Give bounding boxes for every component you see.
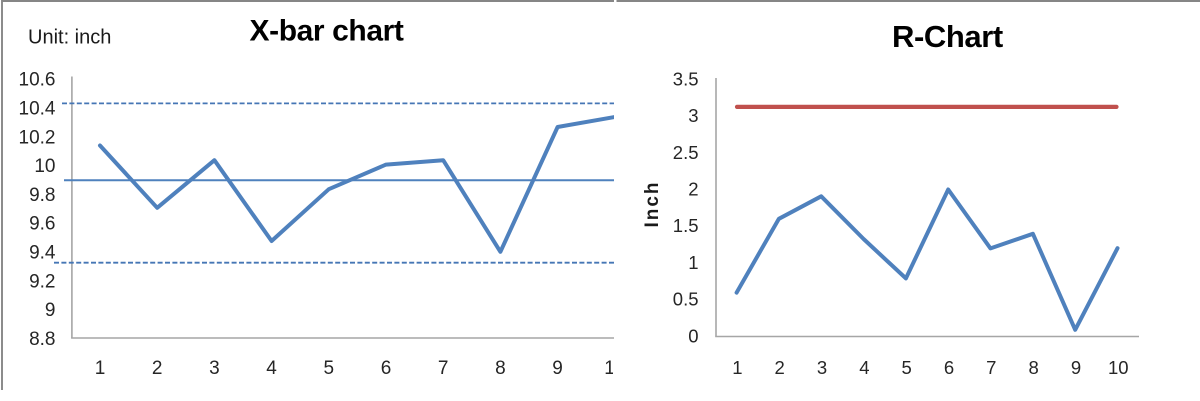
svg-text:9: 9 [552, 358, 563, 379]
svg-text:7: 7 [986, 357, 996, 378]
svg-text:3: 3 [209, 358, 220, 379]
svg-text:2.5: 2.5 [673, 142, 699, 163]
svg-text:0.5: 0.5 [673, 289, 699, 310]
svg-text:9.2: 9.2 [29, 271, 55, 292]
svg-text:Inch: Inch [642, 180, 663, 227]
svg-text:1: 1 [95, 358, 106, 379]
svg-text:7: 7 [438, 358, 449, 379]
svg-text:10: 10 [1108, 357, 1129, 378]
svg-text:4: 4 [266, 358, 277, 379]
svg-text:Unit: inch: Unit: inch [28, 27, 111, 49]
svg-text:1.5: 1.5 [673, 215, 699, 236]
svg-text:10: 10 [34, 156, 55, 177]
svg-text:10.2: 10.2 [19, 127, 56, 148]
svg-text:5: 5 [324, 358, 335, 379]
svg-text:9: 9 [45, 300, 56, 321]
svg-text:10.4: 10.4 [19, 99, 56, 120]
svg-text:8: 8 [1029, 357, 1039, 378]
svg-text:9: 9 [1071, 357, 1081, 378]
svg-text:0: 0 [688, 325, 698, 346]
svg-text:8: 8 [495, 358, 506, 379]
svg-text:2: 2 [775, 357, 785, 378]
svg-text:9.6: 9.6 [29, 214, 55, 235]
svg-text:3: 3 [688, 105, 698, 126]
svg-text:6: 6 [944, 357, 954, 378]
svg-text:3: 3 [817, 357, 827, 378]
svg-text:X-bar chart: X-bar chart [250, 14, 404, 47]
svg-text:R-Chart: R-Chart [892, 19, 1003, 54]
svg-text:9.8: 9.8 [29, 185, 55, 206]
svg-text:1: 1 [688, 252, 698, 273]
svg-text:5: 5 [902, 357, 912, 378]
svg-text:9.4: 9.4 [29, 243, 56, 264]
svg-text:3.5: 3.5 [673, 68, 699, 89]
svg-text:10: 10 [604, 358, 625, 379]
svg-text:4: 4 [859, 357, 869, 378]
svg-text:10.6: 10.6 [19, 70, 56, 91]
svg-text:2: 2 [152, 358, 163, 379]
svg-text:8.8: 8.8 [29, 329, 55, 350]
svg-text:6: 6 [381, 358, 392, 379]
svg-text:2: 2 [688, 179, 698, 200]
svg-text:1: 1 [732, 357, 742, 378]
